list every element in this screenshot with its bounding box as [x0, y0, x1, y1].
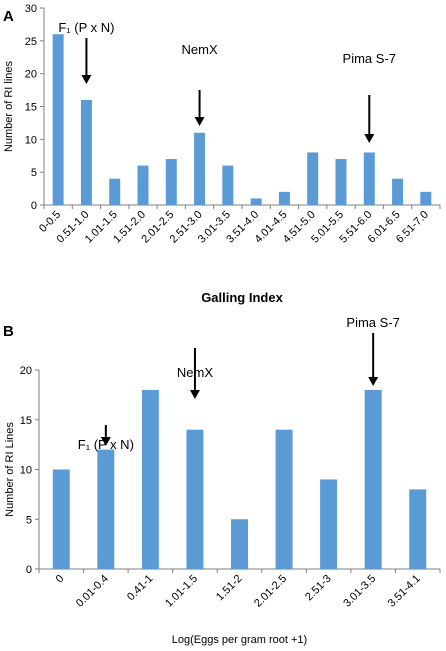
x-tick-label: 3.01-3.5: [341, 573, 378, 610]
x-tick-label: 0.01-0.4: [74, 573, 111, 610]
y-tick-label: 5: [26, 514, 32, 526]
x-tick-label: 2.01-2.5: [252, 573, 289, 610]
y-tick-label: 15: [25, 102, 37, 114]
x-tick-label: 2.51-3: [303, 573, 334, 604]
bar: [275, 429, 293, 569]
annotation-label: F₁ (P x N): [58, 20, 114, 35]
bar: [363, 152, 375, 205]
bar: [52, 34, 64, 206]
bar: [320, 479, 338, 569]
x-axis-label: Log(Eggs per gram root +1): [172, 634, 307, 646]
y-tick-label: 15: [20, 415, 32, 427]
bar: [165, 159, 177, 205]
bar: [194, 132, 206, 205]
x-tick-label: 0.41-1: [125, 573, 156, 604]
x-tick-label: 1.01-1.5: [163, 573, 200, 610]
bar: [137, 165, 149, 205]
bar: [109, 178, 121, 205]
bar: [278, 191, 290, 205]
annotation-arrow-head: [81, 75, 92, 84]
x-tick-label: 1.51-2: [214, 573, 245, 604]
x-tick-label: 0-0.5: [37, 209, 63, 235]
annotation-arrow-head: [364, 134, 375, 143]
bar: [364, 389, 382, 569]
x-axis-label: Galling Index: [201, 290, 283, 305]
panel-b-chart: B 0 5 10 15 20 Number of RI Lines 0 0.01-0.4 0.41…: [3, 315, 441, 646]
y-axis-label: Number of RI Lines: [4, 422, 16, 517]
bar: [141, 389, 159, 569]
bar: [186, 429, 204, 569]
x-tick-label: 3.51-4.1: [386, 573, 423, 610]
bar: [231, 519, 248, 569]
bar: [409, 489, 427, 569]
y-tick-label: 10: [25, 134, 37, 146]
bar: [335, 159, 347, 205]
y-tick-label: 10: [20, 465, 32, 477]
annotation-arrow-head: [368, 377, 379, 386]
bar: [222, 165, 234, 205]
y-tick-label: 20: [20, 365, 32, 377]
annotation-arrow-head: [100, 437, 111, 446]
bar: [392, 178, 404, 205]
y-tick-label: 20: [25, 69, 37, 81]
annotation-arrow-head: [194, 117, 205, 126]
y-tick-label: 5: [31, 167, 37, 179]
bar: [52, 469, 70, 569]
bar: [97, 449, 115, 569]
y-tick-label: 30: [25, 3, 37, 15]
bar: [250, 198, 262, 205]
bar: [420, 191, 432, 205]
panel-label: A: [3, 8, 14, 25]
y-tick-label: 0: [31, 200, 37, 212]
annotation-arrow-head: [189, 390, 200, 399]
y-tick-label: 0: [26, 564, 32, 576]
panel-label: B: [3, 323, 14, 340]
annotation-label: NemX: [182, 42, 218, 57]
annotation-label: Pima S-7: [346, 315, 399, 330]
y-tick-label: 25: [25, 36, 37, 48]
annotation-label: Pima S-7: [343, 51, 396, 66]
y-axis-label: Number of RI lines: [3, 60, 15, 152]
bar: [307, 152, 319, 205]
x-tick-label: 0: [54, 573, 67, 586]
bar: [80, 99, 92, 205]
